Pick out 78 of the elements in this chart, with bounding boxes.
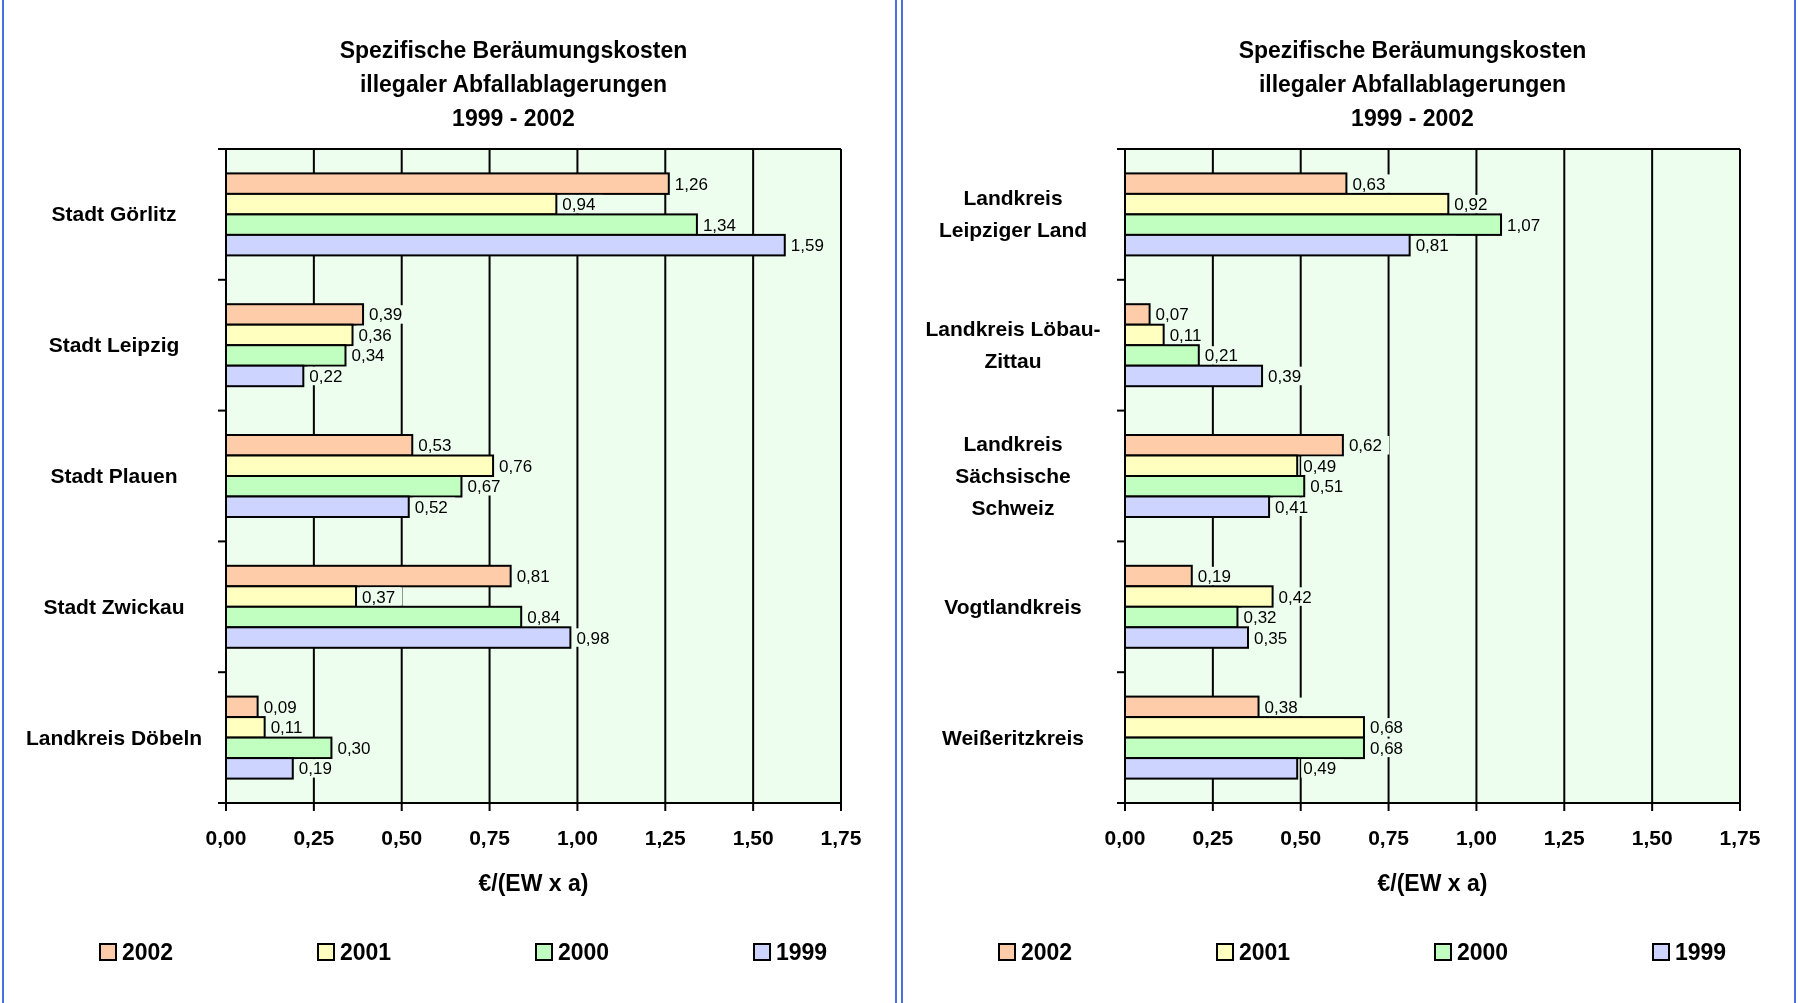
y-tick-label: Vogtlandkreis (944, 594, 1082, 618)
x-tick-label: 0,50 (1280, 826, 1322, 849)
data-label: 0,21 (1204, 346, 1238, 366)
data-label: 0,39 (369, 305, 403, 325)
data-label: 0,11 (270, 718, 303, 738)
data-label: 0,81 (1415, 236, 1449, 256)
data-label: 1,59 (790, 236, 824, 256)
data-label: 0,68 (1369, 718, 1404, 738)
data-label: 0,38 (1264, 697, 1298, 717)
data-label: 0,49 (1303, 759, 1337, 779)
y-tick-label: Landkreis Löbau- Zittau (925, 317, 1101, 373)
y-tick-label: Landkreis Döbeln (25, 725, 203, 749)
chart-title: Spezifische Beräumungskosten illegaler Abfallablagerungen 1999 - 2002 (339, 37, 688, 131)
data-label: 0,52 (414, 497, 448, 517)
data-label: 1,26 (674, 174, 708, 194)
data-label: 0,68 (1369, 738, 1404, 758)
data-label: 0,49 (1303, 456, 1337, 476)
x-tick-label: 1,50 (1631, 826, 1673, 849)
data-label: 0,51 (1310, 477, 1344, 497)
data-label: 0,34 (351, 346, 385, 366)
data-label: 0,42 (1278, 587, 1312, 607)
data-label: 0,36 (358, 325, 392, 345)
chart-title: Spezifische Beräumungskosten illegaler Abfallablagerungen 1999 - 2002 (1238, 37, 1587, 131)
data-label: 0,30 (337, 738, 371, 758)
data-label: 0,19 (298, 759, 332, 779)
x-tick-label: 1,50 (732, 826, 774, 849)
y-tick-label: Landkreis Sächsische Schweiz (955, 432, 1071, 519)
data-label: 0,92 (1454, 195, 1488, 215)
legend-label: 2002 (122, 939, 174, 965)
data-label: 0,41 (1275, 497, 1309, 517)
x-tick-label: 0,25 (1192, 826, 1234, 849)
x-tick-label: 0,00 (1104, 826, 1146, 849)
x-tick-label: 1,25 (1543, 826, 1586, 849)
data-label: 0,22 (309, 366, 343, 386)
data-label: 0,94 (562, 195, 596, 215)
legend-label: 2001 (340, 939, 392, 965)
legend-label: 2000 (1457, 939, 1509, 965)
legend-label: 2000 (558, 939, 610, 965)
data-label: 0,07 (1155, 305, 1189, 325)
data-label: 0,32 (1243, 608, 1277, 628)
data-label: 0,11 (1169, 325, 1202, 345)
data-label: 1,34 (702, 215, 737, 235)
data-label: 0,62 (1348, 436, 1382, 456)
legend-label: 1999 (1675, 939, 1727, 965)
data-label: 1,07 (1507, 215, 1541, 235)
x-axis-title: €/(EW x a) (1377, 870, 1488, 896)
data-label: 0,67 (467, 477, 501, 497)
y-tick-label: Landkreis Leipziger Land (938, 186, 1088, 242)
y-tick-label: Stadt Görlitz (51, 202, 177, 226)
x-tick-label: 0,00 (205, 826, 247, 849)
legend-label: 1999 (776, 939, 828, 965)
legend-label: 2001 (1239, 939, 1291, 965)
data-label: 0,53 (418, 436, 452, 456)
x-tick-label: 0,75 (1368, 826, 1410, 849)
x-tick-label: 1,75 (1719, 826, 1761, 849)
data-label: 0,63 (1352, 174, 1386, 194)
x-tick-label: 1,00 (556, 826, 598, 849)
data-label: 0,39 (1268, 366, 1302, 386)
data-label: 0,37 (362, 587, 396, 607)
y-tick-label: Stadt Plauen (50, 464, 178, 487)
data-label: 0,76 (499, 456, 533, 476)
data-label: 0,19 (1197, 567, 1231, 587)
x-axis-title: €/(EW x a) (478, 870, 589, 896)
x-tick-label: 1,00 (1455, 826, 1497, 849)
data-label: 0,81 (516, 567, 550, 587)
data-label: 0,35 (1254, 628, 1288, 648)
x-tick-label: 0,50 (381, 826, 423, 849)
x-tick-label: 0,25 (293, 826, 335, 849)
y-tick-label: Stadt Zwickau (43, 594, 185, 618)
y-tick-label: Stadt Leipzig (48, 333, 180, 357)
x-tick-label: 1,25 (644, 826, 687, 849)
data-label: 0,98 (576, 628, 610, 648)
y-tick-label: Weißeritzkreis (941, 725, 1085, 749)
data-label: 0,09 (263, 697, 297, 717)
legend-label: 2002 (1021, 939, 1073, 965)
data-label: 0,84 (527, 608, 561, 628)
x-tick-label: 0,75 (469, 826, 511, 849)
x-tick-label: 1,75 (820, 826, 862, 849)
